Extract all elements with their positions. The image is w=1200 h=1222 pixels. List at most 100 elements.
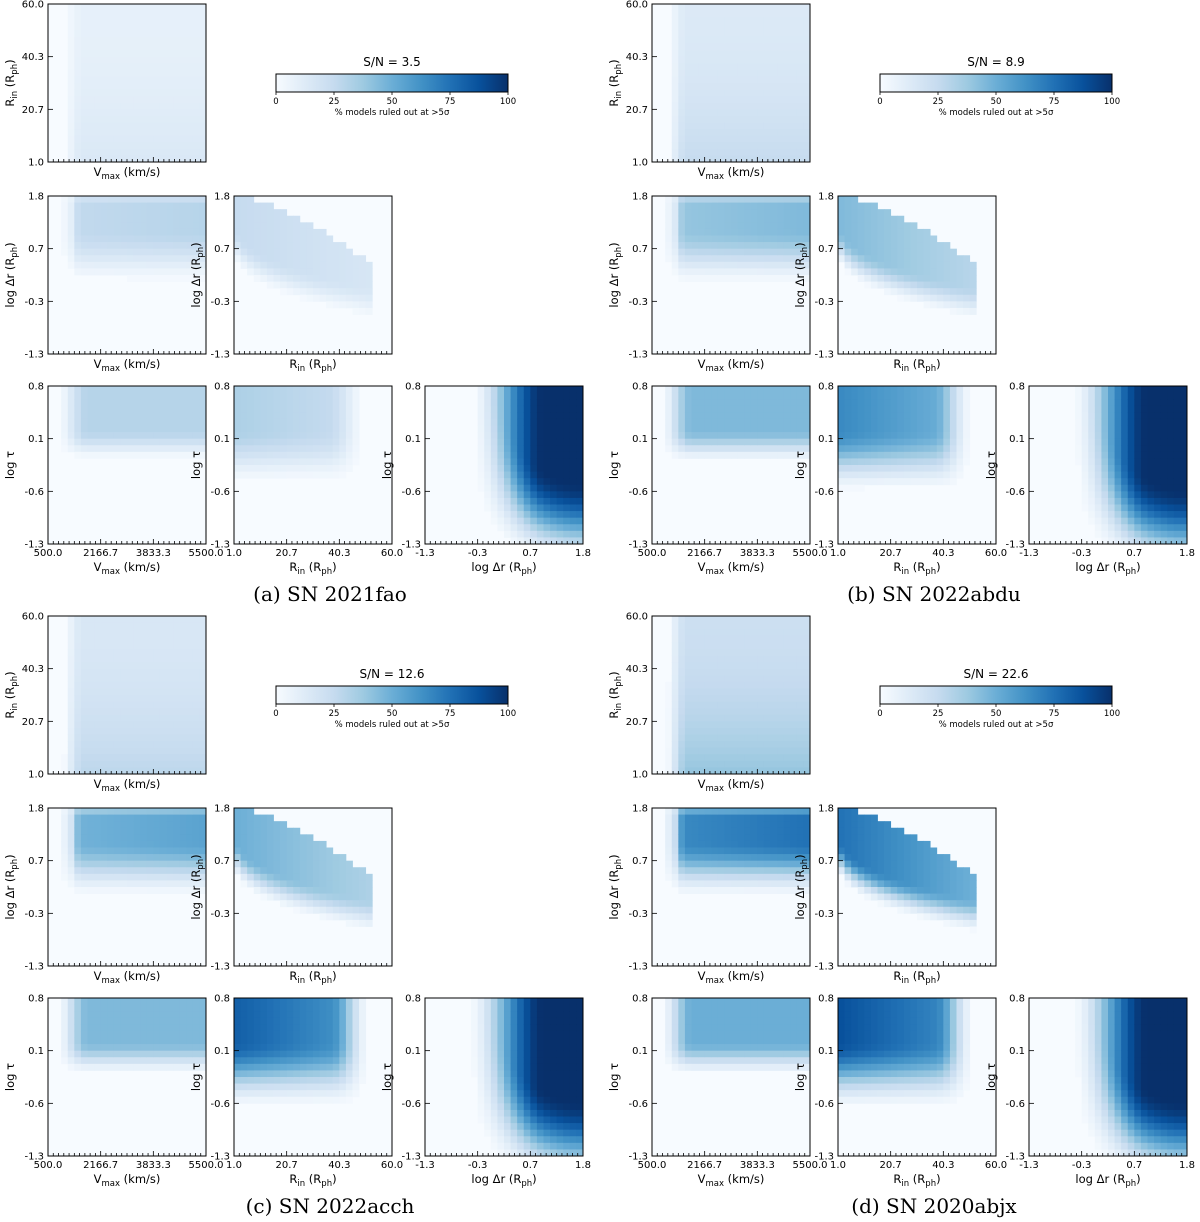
heatmap-cell — [1081, 458, 1089, 466]
heatmap-cell — [352, 281, 360, 289]
heatmap-cell — [556, 471, 564, 479]
heatmap-cell — [153, 635, 161, 643]
heatmap-cell — [731, 432, 738, 440]
heatmap-cell — [796, 196, 804, 203]
heatmap-cell — [744, 222, 752, 230]
heatmap-cell — [140, 767, 148, 775]
heatmap-cell — [783, 386, 791, 393]
heatmap-cell — [838, 471, 845, 479]
heatmap-cell — [796, 23, 804, 31]
heatmap-cell — [313, 281, 320, 289]
heatmap-cell — [266, 412, 274, 420]
heatmap-cell — [884, 242, 892, 250]
heatmap-cell — [313, 288, 320, 296]
heatmap-cell — [127, 148, 134, 156]
heatmap-cell — [173, 142, 181, 150]
axis-label-R: Rin (Rph) — [3, 59, 20, 106]
heatmap-cell — [724, 228, 732, 236]
heatmap-cell — [133, 760, 141, 768]
heatmap-cell — [61, 873, 69, 881]
heatmap-cell — [179, 43, 187, 51]
heatmap-cell — [671, 392, 679, 400]
heatmap-cell — [711, 438, 719, 446]
heatmap-cell — [146, 754, 154, 762]
heatmap-cell — [1173, 386, 1181, 393]
heatmap-cell — [1180, 405, 1188, 413]
heatmap-cell — [127, 23, 134, 31]
heatmap-cell — [838, 405, 845, 413]
heatmap-cell — [1088, 418, 1096, 426]
heatmap-cell — [199, 635, 207, 643]
heatmap-cell — [504, 511, 511, 519]
heatmap-cell — [299, 235, 307, 243]
heatmap-cell — [127, 451, 134, 459]
heatmap-cell — [80, 235, 88, 243]
heatmap-cell — [737, 255, 745, 263]
heatmap-cell — [910, 294, 918, 302]
heatmap-cell — [857, 242, 865, 250]
heatmap-cell — [127, 235, 134, 243]
heatmap-cell — [153, 668, 161, 676]
heatmap-cell — [179, 629, 187, 637]
heatmap-cell — [146, 196, 154, 203]
heatmap-cell — [234, 418, 241, 426]
heatmap-cell — [737, 418, 745, 426]
heatmap-cell — [352, 294, 360, 302]
heatmap-cell — [757, 102, 765, 110]
heatmap-cell — [576, 418, 584, 426]
heatmap-cell — [903, 248, 911, 256]
heatmap-cell — [956, 405, 964, 413]
heatmap-cell — [744, 135, 752, 143]
heatmap-cell — [763, 438, 771, 446]
heatmap-cell — [1088, 471, 1096, 479]
heatmap-cell — [744, 438, 752, 446]
heatmap-cell — [173, 63, 181, 71]
heatmap-cell — [803, 155, 811, 163]
heatmap-cell — [87, 248, 95, 256]
heatmap-cell — [536, 451, 544, 459]
heatmap-cell — [910, 432, 918, 440]
heatmap-cell — [757, 4, 765, 11]
heatmap-cell — [80, 405, 88, 413]
heatmap-cell — [844, 392, 852, 400]
heatmap-cell — [903, 392, 911, 400]
heatmap-cell — [339, 445, 347, 453]
heatmap-cell — [352, 412, 360, 420]
heatmap-cell — [140, 56, 148, 64]
heatmap-cell — [80, 418, 88, 426]
heatmap-cell — [796, 405, 804, 413]
heatmap-cell — [153, 4, 161, 11]
x-tick-label: -0.3 — [1072, 548, 1092, 559]
heatmap-cell — [1114, 465, 1122, 472]
heatmap-cell — [100, 242, 108, 250]
heatmap-cell — [536, 458, 544, 466]
heatmap-cell — [731, 399, 738, 407]
heatmap-cell — [497, 484, 505, 492]
heatmap-cell — [770, 222, 778, 230]
heatmap-cell — [140, 69, 148, 77]
heatmap-cell — [266, 275, 274, 282]
heatmap-cell — [159, 268, 167, 276]
heatmap-cell — [87, 648, 95, 656]
heatmap-cell — [234, 445, 241, 453]
heatmap-cell — [127, 688, 134, 696]
heatmap-cell — [770, 50, 778, 58]
heatmap-cell — [286, 215, 294, 223]
heatmap-cell — [153, 17, 161, 25]
heatmap-cell — [1167, 484, 1175, 492]
heatmap-cell — [1180, 537, 1188, 545]
heatmap-cell — [260, 458, 268, 466]
heatmap-cell — [159, 635, 167, 643]
heatmap-cell — [87, 714, 95, 722]
heatmap-cell — [61, 202, 69, 210]
heatmap-cell — [777, 209, 785, 217]
heatmap-cell — [1121, 451, 1129, 459]
heatmap-cell — [146, 655, 154, 663]
heatmap-cell — [332, 288, 340, 296]
heatmap-cell — [504, 418, 511, 426]
heatmap-cell — [107, 642, 115, 650]
axis-label-D: log Δr (Rph) — [793, 242, 810, 307]
heatmap-cell — [504, 405, 511, 413]
heatmap-cell — [490, 511, 498, 519]
heatmap-cell — [1108, 458, 1115, 466]
